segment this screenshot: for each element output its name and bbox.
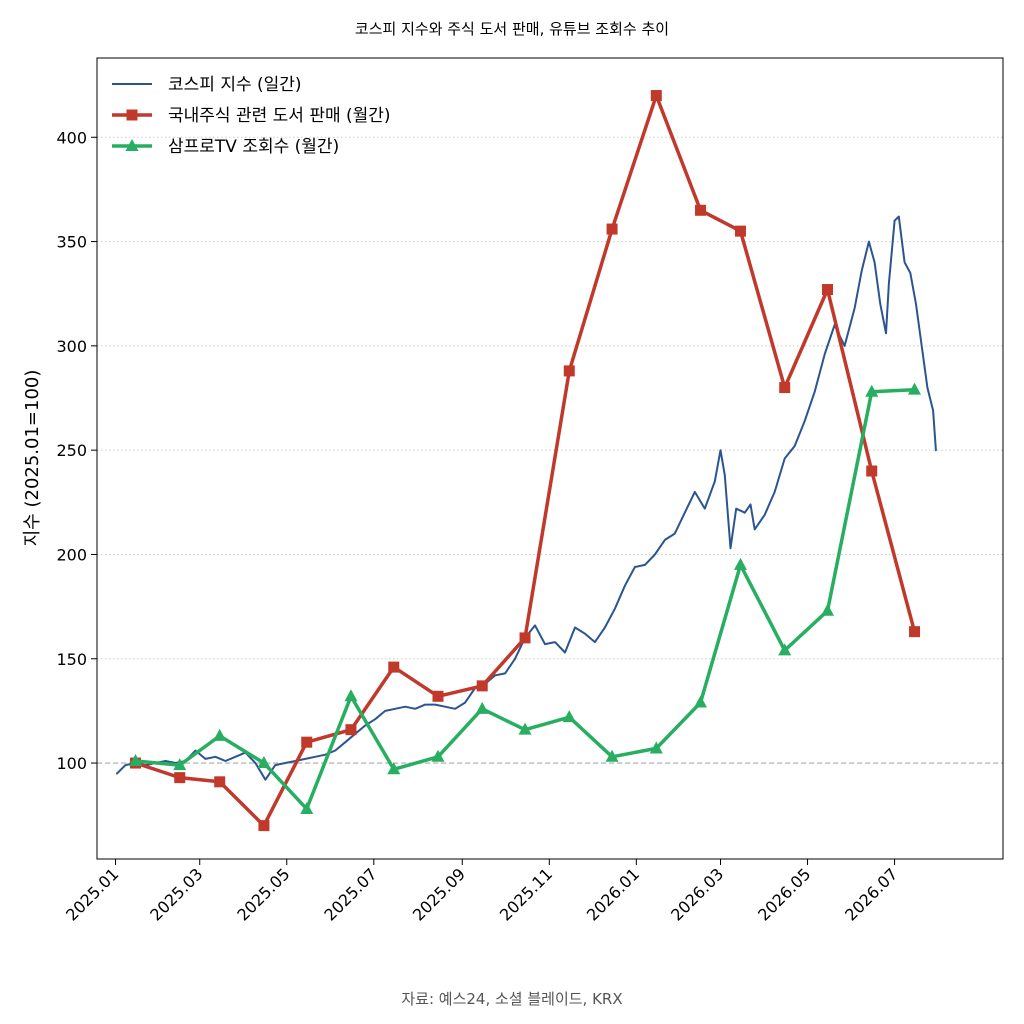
data-point [733,557,747,570]
legend-label: 삼프로TV 조회수 (월간) [168,137,339,157]
legend-label: 코스피 지수 (일간) [168,75,302,95]
plot-frame [96,57,1004,860]
legend-item: 코스피 지수 (일간) [112,75,302,95]
data-point [518,722,532,735]
x-tick-label: 2025.03 [146,864,206,924]
chart-title: 코스피 지수와 주식 도서 판매, 유튜브 조회수 추이 [354,20,670,38]
y-axis: 100 150 200 250 300 350 400 [56,128,97,773]
data-point [563,365,575,377]
data-point [432,690,444,702]
legend: 코스피 지수 (일간) 국내주식 관련 도서 판매 (월간) 삼프로TV 조회수 (… [112,75,391,157]
legend-marker [126,109,138,121]
series-1 [116,215,937,781]
y-tick-label: 300 [56,337,87,356]
y-tick-label: 200 [56,545,87,564]
series-2 [130,90,921,832]
x-tick-label: 2026.05 [754,864,814,924]
data-point [779,382,791,394]
legend-item: 국내주식 관련 도서 판매 (월간) [112,106,391,126]
x-tick-label: 2026.03 [667,864,727,924]
data-point [174,772,186,784]
x-tick-label: 2026.01 [583,864,643,924]
series-line [116,215,937,781]
data-point [519,632,531,644]
data-point [258,820,270,832]
data-point [173,758,187,771]
x-tick-label: 2025.01 [62,864,122,924]
source-note: 자료: 예스24, 소셜 블레이드, KRX [401,990,623,1008]
data-point [344,689,358,702]
data-point [605,749,619,762]
y-axis-label: 지수 (2025.01=100) [22,370,43,547]
x-tick-label: 2025.09 [409,864,469,924]
x-tick-label: 2026.07 [841,864,901,924]
data-point [214,776,226,788]
legend-marker [125,139,139,151]
data-point [300,801,314,814]
data-point [649,741,663,754]
y-tick-label: 100 [56,754,87,773]
data-point [345,724,357,736]
data-point [213,728,227,741]
data-point [695,204,707,216]
x-axis: 2025.01 2025.03 2025.05 2025.07 2025.09 2025.… [62,859,901,925]
data-point [388,661,400,673]
data-point [908,382,922,395]
data-point [257,756,271,769]
data-point [301,736,313,748]
y-tick-label: 350 [56,233,87,252]
data-point [865,384,879,397]
series-line [133,93,917,828]
y-tick-label: 400 [56,128,87,147]
legend-item: 삼프로TV 조회수 (월간) [112,137,339,157]
series-3 [129,382,922,814]
x-tick-label: 2025.11 [496,864,556,924]
data-point [387,762,401,775]
data-point [734,225,746,237]
data-point [866,465,878,477]
data-point [778,643,792,656]
x-tick-label: 2025.07 [320,864,380,924]
data-point [562,710,576,723]
data-point [822,284,834,296]
data-point [129,753,143,766]
data-point [694,695,708,708]
series-layer [116,90,937,832]
series-line [133,387,917,811]
data-point [475,701,489,714]
data-point [431,749,445,762]
data-point [606,223,618,235]
data-point [821,603,835,616]
x-tick-label: 2025.05 [233,864,293,924]
legend-label: 국내주식 관련 도서 판매 (월간) [168,106,391,126]
data-point [650,90,662,102]
data-point [476,680,488,692]
y-tick-label: 250 [56,441,87,460]
y-tick-label: 150 [56,650,87,669]
data-point [909,626,921,638]
